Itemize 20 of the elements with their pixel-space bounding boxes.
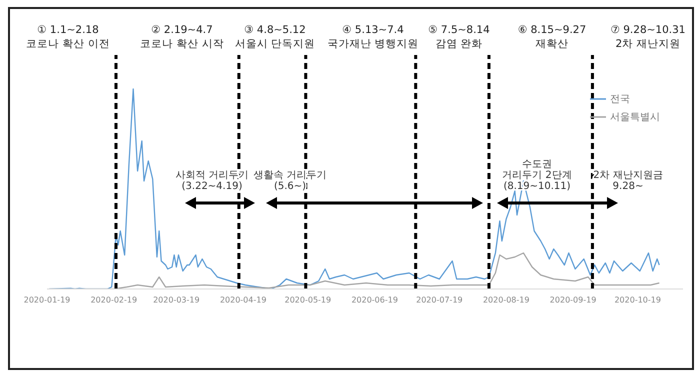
x-tick-label: 2020-04-19 <box>220 296 266 305</box>
text: ① 1.1~2.18 코로나 확산 이전 <box>26 24 110 50</box>
x-tick-label: 2020-05-19 <box>284 296 332 305</box>
x-tick-label: 2020-10-19 <box>614 296 661 305</box>
x-tick-label: 2020-07-19 <box>416 296 463 305</box>
text: ⑦ 9.28~10.31 2차 재난지원 <box>610 24 686 50</box>
annotation: 2차 재난지원금 9.28~ <box>593 170 663 192</box>
text: ⑥ 8.15~9.27 재확산 <box>518 24 586 50</box>
legend-label: 전국 <box>610 93 630 106</box>
x-tick-label: 2020-09-19 <box>550 296 596 305</box>
x-tick-label: 2020-02-19 <box>90 296 138 305</box>
x-tick-label: 2020-03-19 <box>153 296 200 305</box>
x-tick-label: 2020-06-19 <box>351 296 398 305</box>
text: ④ 5.13~7.4 국가재난 병행지원 <box>327 24 419 50</box>
x-tick-label: 2020-08-19 <box>482 296 530 305</box>
text: ③ 4.8~5.12 서울시 단독지원 <box>234 24 316 50</box>
x-tick-label: 2020-01-19 <box>24 296 70 305</box>
text: ② 2.19~4.7 코로나 확산 시작 <box>140 24 224 50</box>
legend-label: 서울특별시 <box>610 111 660 124</box>
text: ⑤ 7.5~8.14 감염 완화 <box>428 24 490 50</box>
